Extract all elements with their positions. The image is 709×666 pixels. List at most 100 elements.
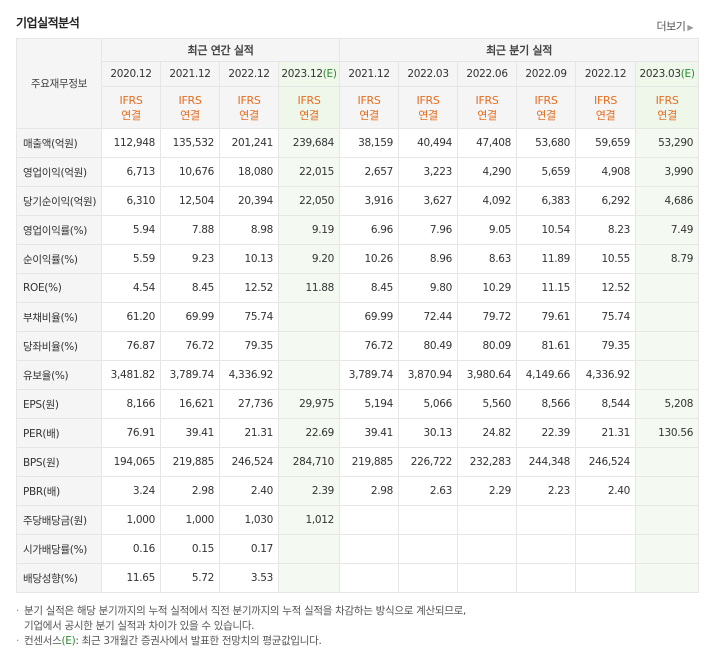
table-cell: 72.44 xyxy=(398,302,459,332)
table-row: ROE(%) 4.54 8.45 12.52 11.88 8.45 9.80 10.29 11.… xyxy=(16,273,700,303)
ifrs-label: IFRS xyxy=(594,93,618,107)
row-label: ROE(%) xyxy=(16,273,102,303)
ifrs-basis-header: IFRS 연결 xyxy=(160,86,220,129)
table-cell: 7.96 xyxy=(398,215,459,245)
ifrs-basis-header: IFRS 연결 xyxy=(457,86,518,129)
table-cell: 2.23 xyxy=(516,476,577,506)
footnote-consensus: 컨센서스(E): 최근 3개월간 증권사에서 발표한 전망치의 평균값입니다. xyxy=(16,634,466,649)
table-cell: 8.79 xyxy=(635,244,700,274)
table-cell: 246,524 xyxy=(575,447,637,477)
table-cell: 6,310 xyxy=(101,186,161,216)
table-row: 영업이익(억원) 6,713 10,676 18,080 22,015 2,657 3,22… xyxy=(16,157,700,187)
table-cell: 10.13 xyxy=(219,244,279,274)
ifrs-label: IFRS xyxy=(178,93,202,107)
table-cell: 3,916 xyxy=(339,186,400,216)
table-cell: 2.98 xyxy=(339,476,400,506)
table-cell: 38,159 xyxy=(339,128,400,158)
financial-table-container: 주요재무정보 최근 연간 실적 최근 분기 실적 2020.12 2021.12 2… xyxy=(16,38,700,593)
table-cell: 3.24 xyxy=(101,476,161,506)
table-cell: 244,348 xyxy=(516,447,577,477)
table-cell: 4,290 xyxy=(457,157,518,187)
table-cell: 0.15 xyxy=(160,534,220,564)
basis-label: 연결 xyxy=(536,108,556,122)
table-cell xyxy=(575,563,637,593)
period-label: 2020.12 xyxy=(110,68,152,80)
table-cell: 30.13 xyxy=(398,418,459,448)
period-label: 2022.12 xyxy=(584,68,627,80)
table-cell: 2.29 xyxy=(457,476,518,506)
table-cell: 76.72 xyxy=(160,331,220,361)
table-row: 유보율(%) 3,481.82 3,789.74 4,336.92 3,789.74 3,… xyxy=(16,360,700,390)
period-label: 2022.03 xyxy=(407,68,449,80)
table-cell: 76.87 xyxy=(101,331,161,361)
period-label: 2023.12 xyxy=(281,68,323,80)
table-cell: 3,223 xyxy=(398,157,459,187)
table-cell: 10.54 xyxy=(516,215,577,245)
table-cell: 1,030 xyxy=(219,505,279,535)
period-header: 2022.12 xyxy=(219,61,279,87)
table-row: 부채비율(%) 61.20 69.99 75.74 69.99 72.44 79.72 79.… xyxy=(16,302,700,332)
table-row: BPS(원) 194,065 219,885 246,524 284,710 219,88… xyxy=(16,447,700,477)
table-cell: 75.74 xyxy=(219,302,279,332)
table-row: 순이익률(%) 5.59 9.23 10.13 9.20 10.26 8.96 8.63 11.… xyxy=(16,244,700,274)
period-label: 2022.06 xyxy=(466,68,508,80)
table-cell: 246,524 xyxy=(219,447,279,477)
row-label: BPS(원) xyxy=(16,447,102,477)
table-cell xyxy=(277,302,341,332)
group-annual-header: 최근 연간 실적 xyxy=(100,38,341,62)
table-cell xyxy=(635,534,700,564)
period-label: 2021.12 xyxy=(169,68,211,80)
table-cell: 4,149.66 xyxy=(516,360,577,390)
table-cell: 5.72 xyxy=(160,563,220,593)
financial-summary-table: 주요재무정보 최근 연간 실적 최근 분기 실적 2020.12 2021.12 2… xyxy=(16,38,700,593)
table-cell: 201,241 xyxy=(219,128,279,158)
ifrs-basis-header: IFRS 연결 xyxy=(219,86,279,129)
table-cell: 76.72 xyxy=(339,331,400,361)
table-cell: 5,066 xyxy=(398,389,459,419)
table-cell: 21.31 xyxy=(219,418,279,448)
ifrs-basis-header: IFRS 연결 xyxy=(516,86,577,129)
table-cell xyxy=(516,505,577,535)
table-cell: 1,000 xyxy=(160,505,220,535)
table-cell: 59,659 xyxy=(575,128,637,158)
table-cell: 232,283 xyxy=(457,447,518,477)
table-cell: 0.17 xyxy=(219,534,279,564)
footnote-line-2: 기업에서 공시한 분기 실적과 차이가 있을 수 있습니다. xyxy=(24,620,255,632)
basis-label: 연결 xyxy=(477,108,497,122)
row-label: 당기순이익(억원) xyxy=(16,186,102,216)
table-cell xyxy=(398,534,459,564)
table-cell: 11.15 xyxy=(516,273,577,303)
ifrs-label: IFRS xyxy=(237,93,261,107)
table-cell: 5,194 xyxy=(339,389,400,419)
group-quarter-header: 최근 분기 실적 xyxy=(339,38,700,62)
table-cell: 219,885 xyxy=(339,447,400,477)
table-cell: 5,208 xyxy=(635,389,700,419)
table-cell: 8.45 xyxy=(160,273,220,303)
table-cell xyxy=(457,505,518,535)
table-cell: 0.16 xyxy=(101,534,161,564)
table-row: 영업이익률(%) 5.94 7.88 8.98 9.19 6.96 7.96 9.05 10.5… xyxy=(16,215,700,245)
basis-label: 연결 xyxy=(418,108,438,122)
triangle-right-icon: ▶ xyxy=(687,23,693,32)
period-header: 2021.12 xyxy=(339,61,400,87)
basis-label: 연결 xyxy=(121,108,141,122)
table-cell: 1,000 xyxy=(101,505,161,535)
table-cell: 3,789.74 xyxy=(160,360,220,390)
table-cell: 2.40 xyxy=(219,476,279,506)
ifrs-basis-header: IFRS 연결 xyxy=(339,86,400,129)
period-header: 2022.12 xyxy=(575,61,637,87)
row-label: 매출액(억원) xyxy=(16,128,102,158)
table-cell: 27,736 xyxy=(219,389,279,419)
row-label: 배당성향(%) xyxy=(16,563,102,593)
table-cell: 4.54 xyxy=(101,273,161,303)
table-cell: 22.39 xyxy=(516,418,577,448)
row-label: 주당배당금(원) xyxy=(16,505,102,535)
table-cell xyxy=(635,273,700,303)
more-link[interactable]: 더보기 ▶ xyxy=(656,18,693,34)
table-cell: 8.23 xyxy=(575,215,637,245)
table-cell: 3,789.74 xyxy=(339,360,400,390)
table-row: PER(배) 76.91 39.41 21.31 22.69 39.41 30.13 24.8… xyxy=(16,418,700,448)
table-row: 주당배당금(원) 1,000 1,000 1,030 1,012 xyxy=(16,505,700,535)
table-row: EPS(원) 8,166 16,621 27,736 29,975 5,194 5,066 5… xyxy=(16,389,700,419)
table-cell xyxy=(339,563,400,593)
